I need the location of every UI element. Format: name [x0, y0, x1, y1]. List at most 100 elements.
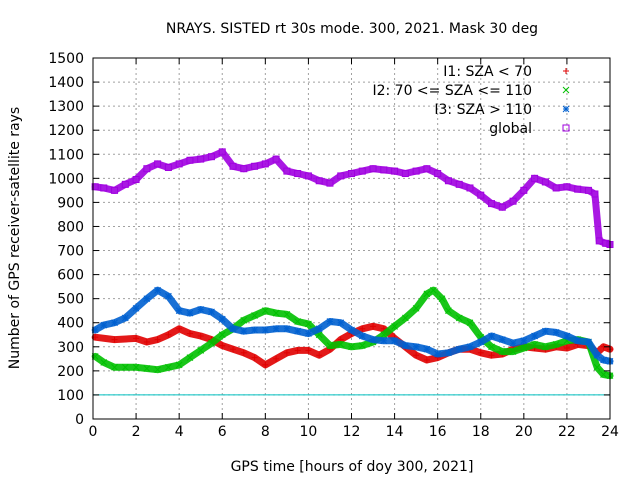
y-tick-label: 1100	[48, 147, 84, 163]
marker-stroke	[154, 366, 161, 374]
data-point	[111, 319, 118, 327]
x-tick-label: 22	[558, 424, 576, 440]
data-point	[154, 286, 161, 294]
marker-stroke	[154, 160, 162, 168]
marker-stroke	[531, 341, 538, 348]
marker-stroke	[326, 179, 334, 187]
data-point	[498, 336, 506, 343]
x-tick-label: 10	[300, 424, 318, 440]
data-point	[132, 176, 140, 184]
data-point	[100, 321, 108, 329]
marker-stroke	[542, 343, 549, 351]
y-tick-label: 1500	[48, 51, 84, 67]
marker-stroke	[477, 338, 485, 346]
legend-label: I3: SZA > 110	[434, 102, 532, 118]
data-point	[111, 336, 118, 343]
marker-stroke	[369, 165, 377, 173]
data-point	[380, 337, 388, 345]
data-point	[251, 326, 258, 334]
marker-stroke	[509, 348, 517, 355]
marker-stroke	[520, 344, 528, 352]
data-point	[186, 309, 194, 317]
data-point	[240, 165, 248, 173]
data-point	[358, 342, 366, 349]
y-tick-labels: 0 100 200 300 400 500 600 700 800 900 1000 1100 1200…	[48, 51, 84, 428]
marker-stroke	[391, 322, 398, 330]
marker-stroke	[348, 343, 355, 351]
marker-stroke	[423, 165, 431, 173]
data-point	[132, 363, 140, 371]
data-point	[430, 286, 437, 294]
marker-stroke	[197, 306, 205, 313]
data-point	[369, 336, 377, 343]
data-point	[531, 341, 538, 348]
data-point	[370, 323, 377, 330]
marker-stroke	[111, 363, 118, 371]
data-point	[283, 310, 291, 318]
data-point	[509, 197, 517, 205]
data-point	[563, 345, 570, 352]
marker-stroke	[401, 170, 409, 178]
x-tick-label: 14	[386, 424, 404, 440]
data-point	[391, 322, 398, 330]
data-point	[488, 332, 495, 340]
data-point	[466, 184, 474, 192]
marker-stroke	[391, 337, 398, 345]
data-point	[305, 347, 312, 354]
marker-stroke	[229, 325, 237, 333]
marker-stroke	[294, 318, 301, 325]
data-point	[563, 332, 571, 340]
data-point	[391, 167, 399, 175]
data-point	[358, 332, 366, 340]
marker-stroke	[240, 327, 248, 335]
data-point	[305, 320, 312, 328]
data-point	[369, 165, 377, 173]
data-point	[154, 366, 161, 374]
marker-stroke	[600, 356, 607, 364]
marker-stroke	[445, 307, 452, 315]
x-tick-label: 8	[261, 424, 270, 440]
marker-stroke	[143, 295, 151, 303]
marker-stroke	[531, 174, 539, 182]
x-tick-label: 20	[515, 424, 533, 440]
x-tick-label: 18	[472, 424, 490, 440]
data-point	[197, 155, 205, 163]
data-point	[111, 186, 119, 194]
y-tick-label: 1000	[48, 171, 84, 187]
data-point	[165, 292, 172, 300]
data-point	[412, 304, 420, 312]
marker-stroke	[186, 354, 194, 361]
marker-stroke	[165, 292, 172, 300]
data-point	[600, 356, 607, 364]
data-point	[219, 342, 226, 349]
data-point	[111, 363, 118, 371]
marker-stroke	[562, 105, 570, 113]
data-point	[412, 343, 420, 351]
data-point	[445, 307, 452, 315]
marker-stroke	[121, 180, 129, 188]
legend-label: global	[489, 121, 532, 137]
marker-stroke	[477, 191, 485, 199]
marker-stroke	[591, 190, 599, 198]
marker-stroke	[218, 331, 226, 339]
x-tick-label: 16	[429, 424, 447, 440]
y-tick-label: 900	[57, 195, 84, 211]
data-point	[413, 352, 420, 359]
data-point	[542, 327, 549, 335]
marker-stroke	[91, 183, 99, 191]
data-point	[261, 307, 269, 315]
marker-stroke	[541, 178, 549, 186]
data-point	[121, 314, 129, 322]
marker-stroke	[348, 170, 355, 178]
data-point	[251, 162, 259, 170]
data-point	[143, 365, 151, 372]
data-point	[423, 357, 430, 364]
data-point	[348, 343, 355, 351]
marker-stroke	[251, 162, 259, 170]
marker-stroke	[430, 286, 437, 294]
y-tick-label: 400	[57, 316, 84, 332]
marker-stroke	[488, 343, 495, 351]
marker-stroke	[552, 329, 560, 336]
data-point	[455, 345, 463, 353]
